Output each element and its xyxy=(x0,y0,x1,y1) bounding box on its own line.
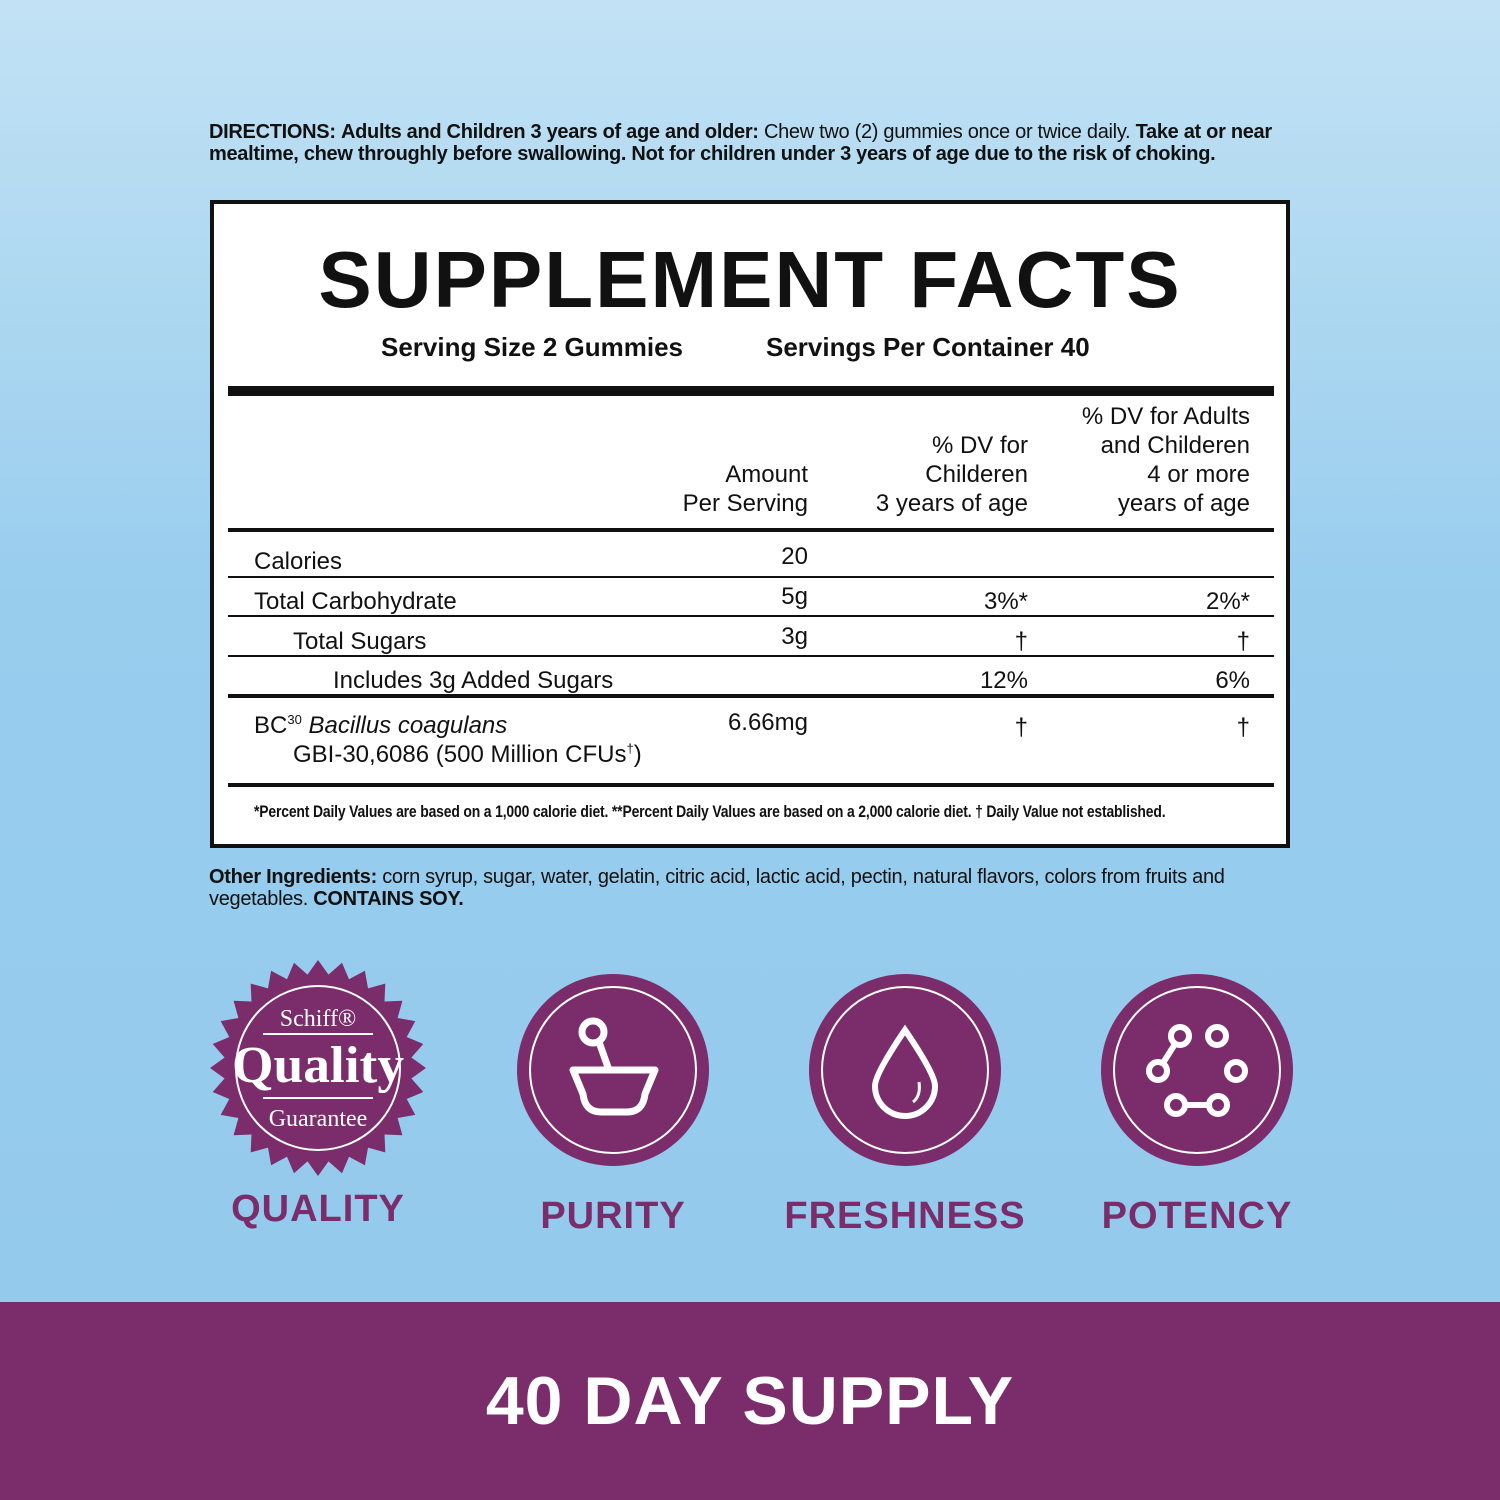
badge-label-freshness: FRESHNESS xyxy=(784,1195,1026,1237)
supply-text: 40 DAY SUPPLY xyxy=(485,1363,1015,1439)
badge-label-quality: QUALITY xyxy=(231,1188,405,1230)
header-dv-children: % DV for Childeren 3 years of age xyxy=(875,432,1028,517)
nutrient-amount: 5g xyxy=(781,583,808,610)
svg-text:Schiff®: Schiff® xyxy=(280,1006,356,1032)
divider xyxy=(228,528,1274,532)
row-divider xyxy=(228,694,1274,698)
header-dv-adults: % DV for Adults and Childeren 4 or more yea… xyxy=(1081,403,1250,517)
divider xyxy=(228,386,1274,396)
probiotic-name: BC30 Bacillus coagulans xyxy=(254,712,508,739)
probiotic-dv-adults: † xyxy=(1236,714,1250,741)
supplement-facts-panel: SUPPLEMENT FACTS Serving Size 2 Gummies … xyxy=(210,200,1290,848)
svg-text:Quality: Quality xyxy=(232,1037,404,1094)
row-divider xyxy=(228,655,1274,657)
nutrient-name: Includes 3g Added Sugars xyxy=(333,667,614,694)
badge-label-potency: POTENCY xyxy=(1101,1195,1293,1237)
row-divider xyxy=(228,576,1274,578)
nutrient-name: Total Sugars xyxy=(293,628,427,655)
row-divider xyxy=(228,615,1274,617)
nutrient-dv-children: 3%* xyxy=(983,588,1028,615)
nutrient-dv-adults: 2%* xyxy=(1205,588,1250,615)
footnote: *Percent Daily Values are based on a 1,0… xyxy=(254,802,1166,821)
svg-text:Guarantee: Guarantee xyxy=(269,1106,368,1132)
nutrient-dv-adults: 6% xyxy=(1215,667,1250,694)
nutrient-dv-adults: † xyxy=(1236,628,1250,655)
probiotic-amount: 6.66mg xyxy=(727,709,808,736)
water-drop-icon xyxy=(871,1024,939,1119)
purity-badge xyxy=(517,974,709,1166)
quality-seal-icon: Schiff® Quality Guarantee xyxy=(210,960,426,1176)
facts-title: SUPPLEMENT FACTS xyxy=(318,235,1182,324)
nutrient-amount: 3g xyxy=(781,623,808,650)
serving-size: Serving Size 2 Gummies xyxy=(381,332,684,362)
mortar-pestle-icon xyxy=(569,1017,659,1116)
freshness-badge xyxy=(809,974,1001,1166)
nutrient-amount: 20 xyxy=(781,543,808,570)
nutrient-dv-children: † xyxy=(1014,628,1028,655)
probiotic-dv-children: † xyxy=(1014,714,1028,741)
servings-per-container: Servings Per Container 40 xyxy=(766,332,1090,362)
header-amount: Amount Per Serving xyxy=(682,461,808,517)
divider xyxy=(228,783,1274,787)
nutrient-name: Calories xyxy=(254,548,343,575)
probiotic-strain: GBI-30,6086 (500 Million CFUs†) xyxy=(293,741,642,768)
nutrient-dv-children: 12% xyxy=(979,667,1028,694)
other-ingredients: Other Ingredients: corn syrup, sugar, wa… xyxy=(209,866,1225,910)
badge-label-purity: PURITY xyxy=(540,1195,686,1237)
supply-banner: 40 DAY SUPPLY xyxy=(0,1302,1500,1500)
molecule-icon xyxy=(1146,1024,1248,1117)
nutrient-name: Total Carbohydrate xyxy=(254,588,457,615)
directions: DIRECTIONS: Adults and Children 3 years … xyxy=(209,121,1272,165)
potency-badge xyxy=(1101,974,1293,1166)
